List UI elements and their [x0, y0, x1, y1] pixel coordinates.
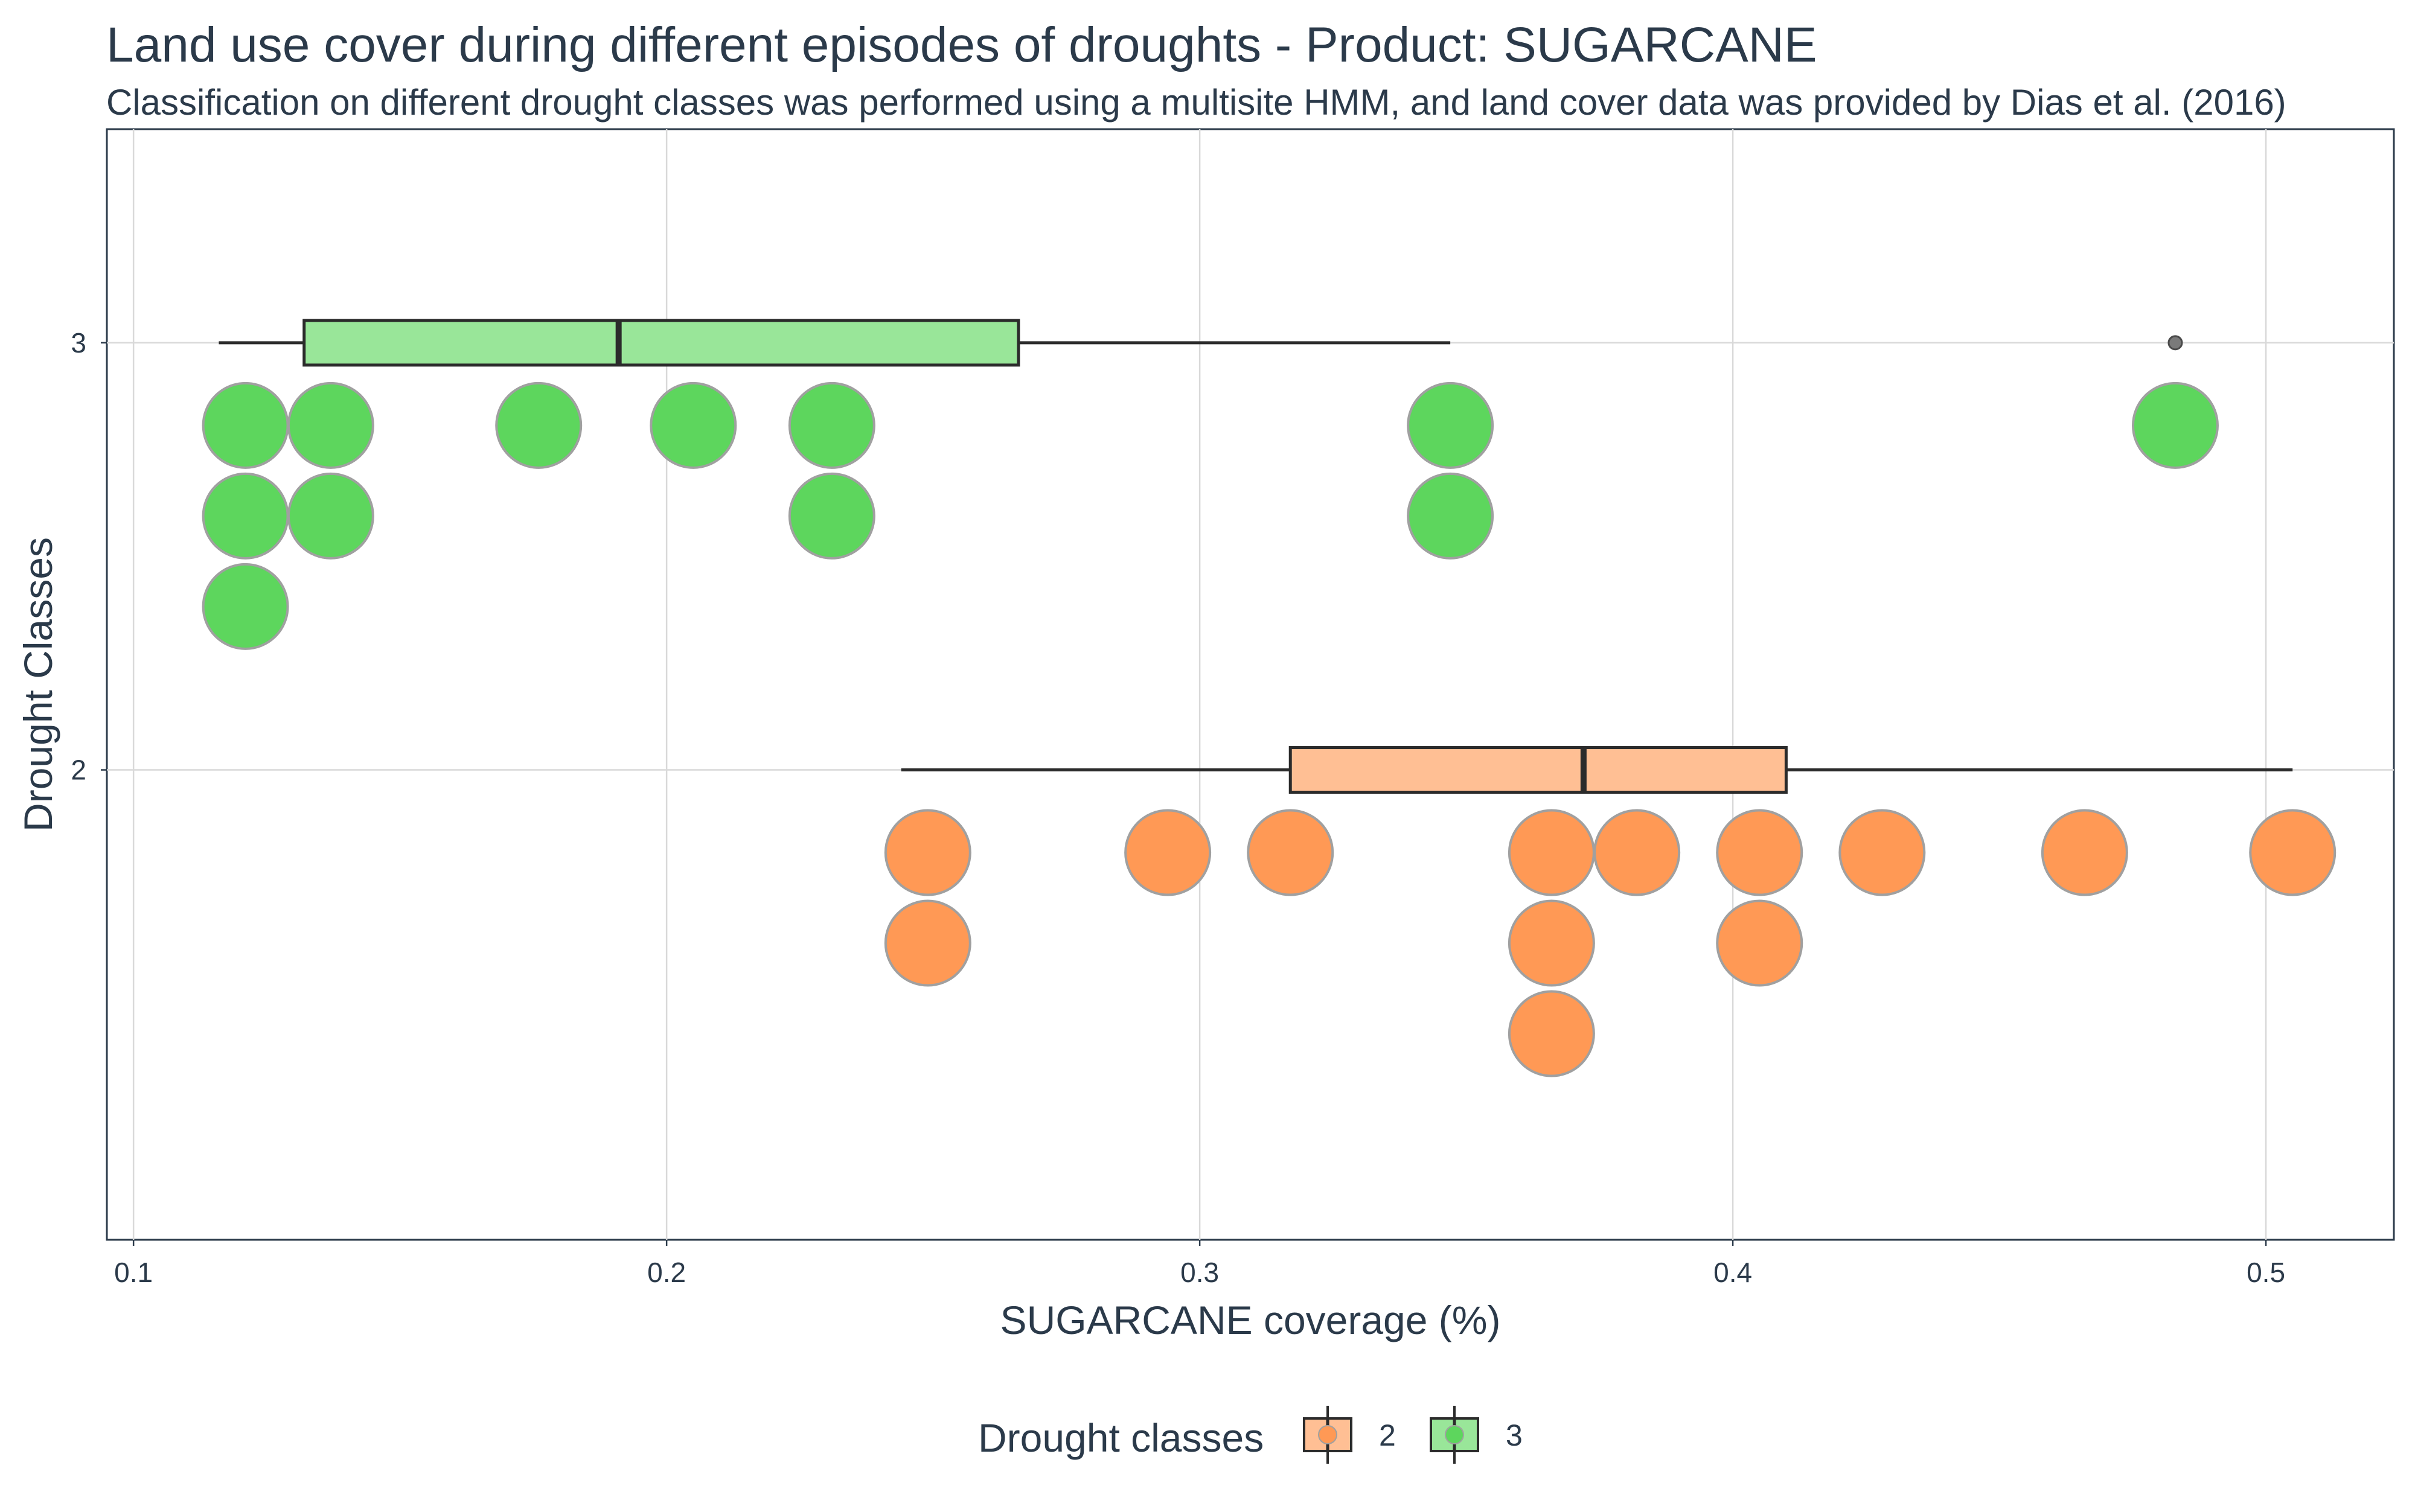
dot-series-3 [1407, 381, 1494, 469]
x-tick-label: 0.5 [2247, 1257, 2285, 1288]
legend-title: Drought classes [978, 1415, 1264, 1460]
dot-series-2 [1508, 990, 1595, 1077]
dot-series-2 [1838, 809, 1926, 896]
legend: Drought classes 2 3 [978, 1406, 1523, 1464]
dot-series-2 [1247, 809, 1334, 896]
legend-key-dot-3 [1445, 1425, 1464, 1444]
dot-series-2 [1593, 809, 1681, 896]
dot-series-3 [287, 381, 374, 469]
legend-key-dot-2 [1318, 1425, 1337, 1444]
y-axis-title: Drought Classes [16, 537, 60, 832]
boxplots [219, 319, 2293, 794]
box-series-2 [1288, 746, 1788, 794]
dot-series-3 [202, 381, 289, 469]
dot-series-3 [1407, 472, 1494, 560]
dot-series-3 [202, 472, 289, 560]
dot-series-3 [2131, 381, 2219, 469]
dot-series-2 [884, 899, 971, 987]
y-tick-label: 2 [71, 754, 86, 786]
y-tick-label: 3 [71, 327, 86, 359]
legend-label-2: 2 [1379, 1418, 1396, 1452]
outlier-point-series-3 [2167, 335, 2183, 351]
dot-series-2 [1508, 899, 1595, 987]
dot-series-2 [1508, 809, 1595, 896]
dot-series-3 [202, 563, 289, 650]
dot-series-2 [1716, 809, 1803, 896]
chart-subtitle: Classification on different drought clas… [106, 82, 2286, 123]
box-series-3 [302, 319, 1020, 367]
chart-title: Land use cover during different episodes… [106, 18, 1817, 72]
dot-series-2 [1716, 899, 1803, 987]
dot-series-3 [650, 381, 737, 469]
x-tick-label: 0.1 [114, 1257, 153, 1288]
x-tick-label: 0.2 [647, 1257, 686, 1288]
plot-panel [106, 128, 2395, 1241]
dot-series-3 [495, 381, 583, 469]
dot-points [202, 381, 2337, 1077]
dot-series-2 [1124, 809, 1212, 896]
dot-series-2 [2249, 809, 2337, 896]
dot-series-2 [884, 809, 971, 896]
dot-series-3 [788, 381, 875, 469]
x-tick-label: 0.3 [1180, 1257, 1219, 1288]
x-axis-title: SUGARCANE coverage (%) [1000, 1298, 1501, 1342]
dot-series-3 [788, 472, 875, 560]
axis-ticks: 0.1 0.2 0.3 0.4 0.5 2 3 [71, 327, 2285, 1288]
x-tick-label: 0.4 [1713, 1257, 1752, 1288]
dot-series-3 [287, 472, 374, 560]
legend-label-3: 3 [1506, 1418, 1523, 1452]
dot-series-2 [2041, 809, 2128, 896]
